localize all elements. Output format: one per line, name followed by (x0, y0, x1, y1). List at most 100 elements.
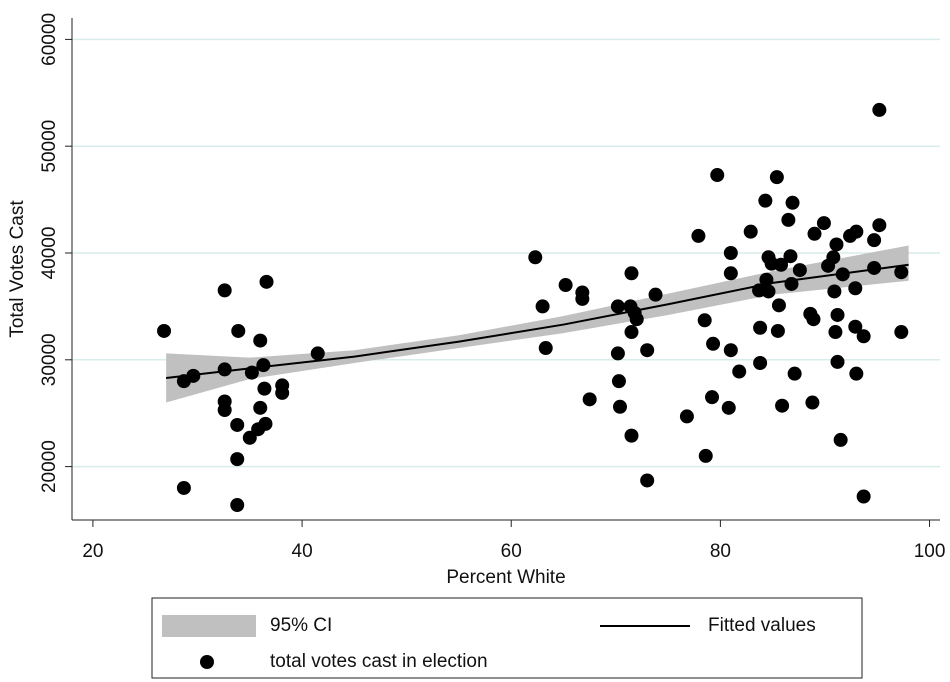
data-point (828, 325, 843, 340)
data-point (624, 266, 639, 281)
data-point (535, 299, 550, 314)
data-point (624, 325, 639, 340)
y-tick-label: 50000 (39, 120, 60, 173)
y-tick-label: 20000 (39, 440, 60, 493)
data-point (872, 218, 887, 233)
data-point (761, 284, 776, 299)
data-point (784, 276, 799, 291)
data-point (830, 307, 845, 322)
data-point (721, 400, 736, 415)
x-tick-label: 60 (501, 541, 522, 562)
data-point (230, 417, 245, 432)
data-point (611, 374, 626, 389)
data-point (310, 346, 325, 361)
data-point (829, 237, 844, 252)
data-point (781, 212, 796, 227)
data-point (743, 224, 758, 239)
data-point (230, 498, 245, 513)
data-point (230, 452, 245, 467)
data-point (231, 323, 246, 338)
data-point (775, 398, 790, 413)
data-point (629, 312, 644, 327)
data-point (753, 320, 768, 335)
data-point (582, 392, 597, 407)
data-point (872, 102, 887, 117)
data-point (867, 233, 882, 248)
y-tick-label: 30000 (39, 333, 60, 386)
data-point (575, 291, 590, 306)
data-point (774, 257, 789, 272)
data-point (697, 313, 712, 328)
legend-swatch (162, 615, 256, 637)
data-point (759, 272, 774, 287)
data-point (856, 329, 871, 344)
data-point (785, 195, 800, 210)
data-point (648, 287, 663, 302)
data-point (157, 323, 172, 338)
data-point (723, 343, 738, 358)
data-point (830, 354, 845, 369)
data-point (624, 428, 639, 443)
data-point (253, 400, 268, 415)
data-point (217, 362, 232, 377)
data-point (538, 341, 553, 356)
legend-label: total votes cast in election (270, 651, 488, 672)
data-point (679, 409, 694, 424)
y-tick-label: 60000 (39, 13, 60, 66)
data-point (528, 250, 543, 265)
data-point (894, 265, 909, 280)
data-point (816, 216, 831, 231)
data-point (710, 168, 725, 183)
data-point (610, 299, 625, 314)
data-point (558, 278, 573, 293)
x-tick-label: 100 (914, 541, 946, 562)
data-point (783, 249, 798, 264)
data-point (848, 281, 863, 296)
data-point (792, 263, 807, 278)
data-point (833, 432, 848, 447)
data-point (691, 228, 706, 243)
data-point (758, 193, 773, 208)
data-point (753, 356, 768, 371)
data-point (217, 402, 232, 417)
data-point (732, 364, 747, 379)
data-point (835, 267, 850, 282)
data-point (867, 260, 882, 275)
data-point (805, 395, 820, 410)
data-point (242, 430, 257, 445)
x-tick-label: 20 (82, 541, 103, 562)
data-point (807, 226, 822, 241)
legend-swatch (200, 655, 214, 669)
data-point (771, 298, 786, 313)
y-axis-title: Total Votes Cast (7, 200, 28, 338)
data-point (827, 284, 842, 299)
data-point (256, 358, 271, 373)
data-point (826, 250, 841, 265)
y-tick-label: 40000 (39, 227, 60, 280)
data-point (186, 368, 201, 383)
ci-band (166, 245, 909, 403)
data-point (770, 323, 785, 338)
data-point (610, 346, 625, 361)
data-point (856, 489, 871, 504)
data-point (787, 366, 802, 381)
data-point (705, 390, 720, 405)
data-point (706, 336, 721, 351)
data-point (257, 381, 272, 396)
data-point (698, 448, 713, 463)
data-point (849, 224, 864, 239)
data-point (723, 266, 738, 281)
data-point (723, 246, 738, 260)
data-point (640, 473, 655, 488)
data-point (640, 343, 655, 358)
legend-label: Fitted values (708, 615, 816, 636)
data-point (806, 312, 821, 327)
data-point (176, 480, 191, 495)
legend-label: 95% CI (270, 615, 332, 636)
data-point (253, 333, 268, 348)
data-point (849, 366, 864, 381)
data-point (894, 325, 909, 340)
legend-box (151, 597, 863, 679)
data-point (217, 283, 232, 298)
